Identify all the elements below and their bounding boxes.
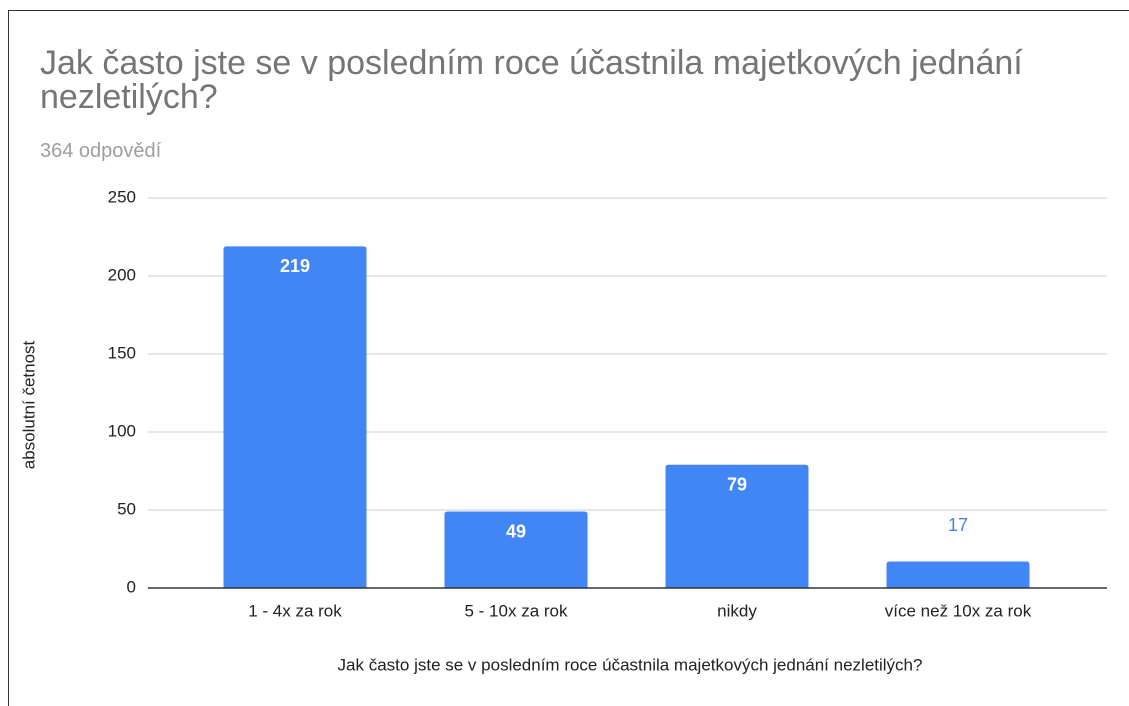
data-label: 79	[727, 475, 747, 495]
chart-subtitle: 364 odpovědí	[40, 140, 162, 162]
y-axis-label: absolutní četnost	[19, 340, 38, 469]
bar	[223, 246, 367, 589]
bar	[444, 511, 588, 588]
y-tick-label: 50	[117, 499, 136, 518]
bar	[665, 464, 809, 588]
x-tick-label: 5 - 10x za rok	[465, 601, 568, 620]
y-tick-label: 100	[108, 421, 136, 440]
y-tick-label: 0	[127, 577, 136, 596]
bar	[886, 561, 1030, 588]
data-label: 49	[506, 521, 526, 541]
y-tick-label: 150	[108, 343, 136, 362]
x-tick-label: nikdy	[717, 601, 757, 620]
x-tick-label: více než 10x za rok	[885, 601, 1032, 620]
frame	[8, 10, 1129, 706]
y-tick-label: 250	[108, 187, 136, 206]
data-label: 17	[948, 515, 968, 535]
y-tick-label: 200	[108, 265, 136, 284]
x-tick-label: 1 - 4x za rok	[248, 601, 342, 620]
chart-title: Jak často jste se v posledním roce účast…	[40, 44, 1023, 116]
data-label: 219	[280, 256, 310, 276]
x-axis-label: Jak často jste se v posledním roce účast…	[338, 655, 923, 674]
